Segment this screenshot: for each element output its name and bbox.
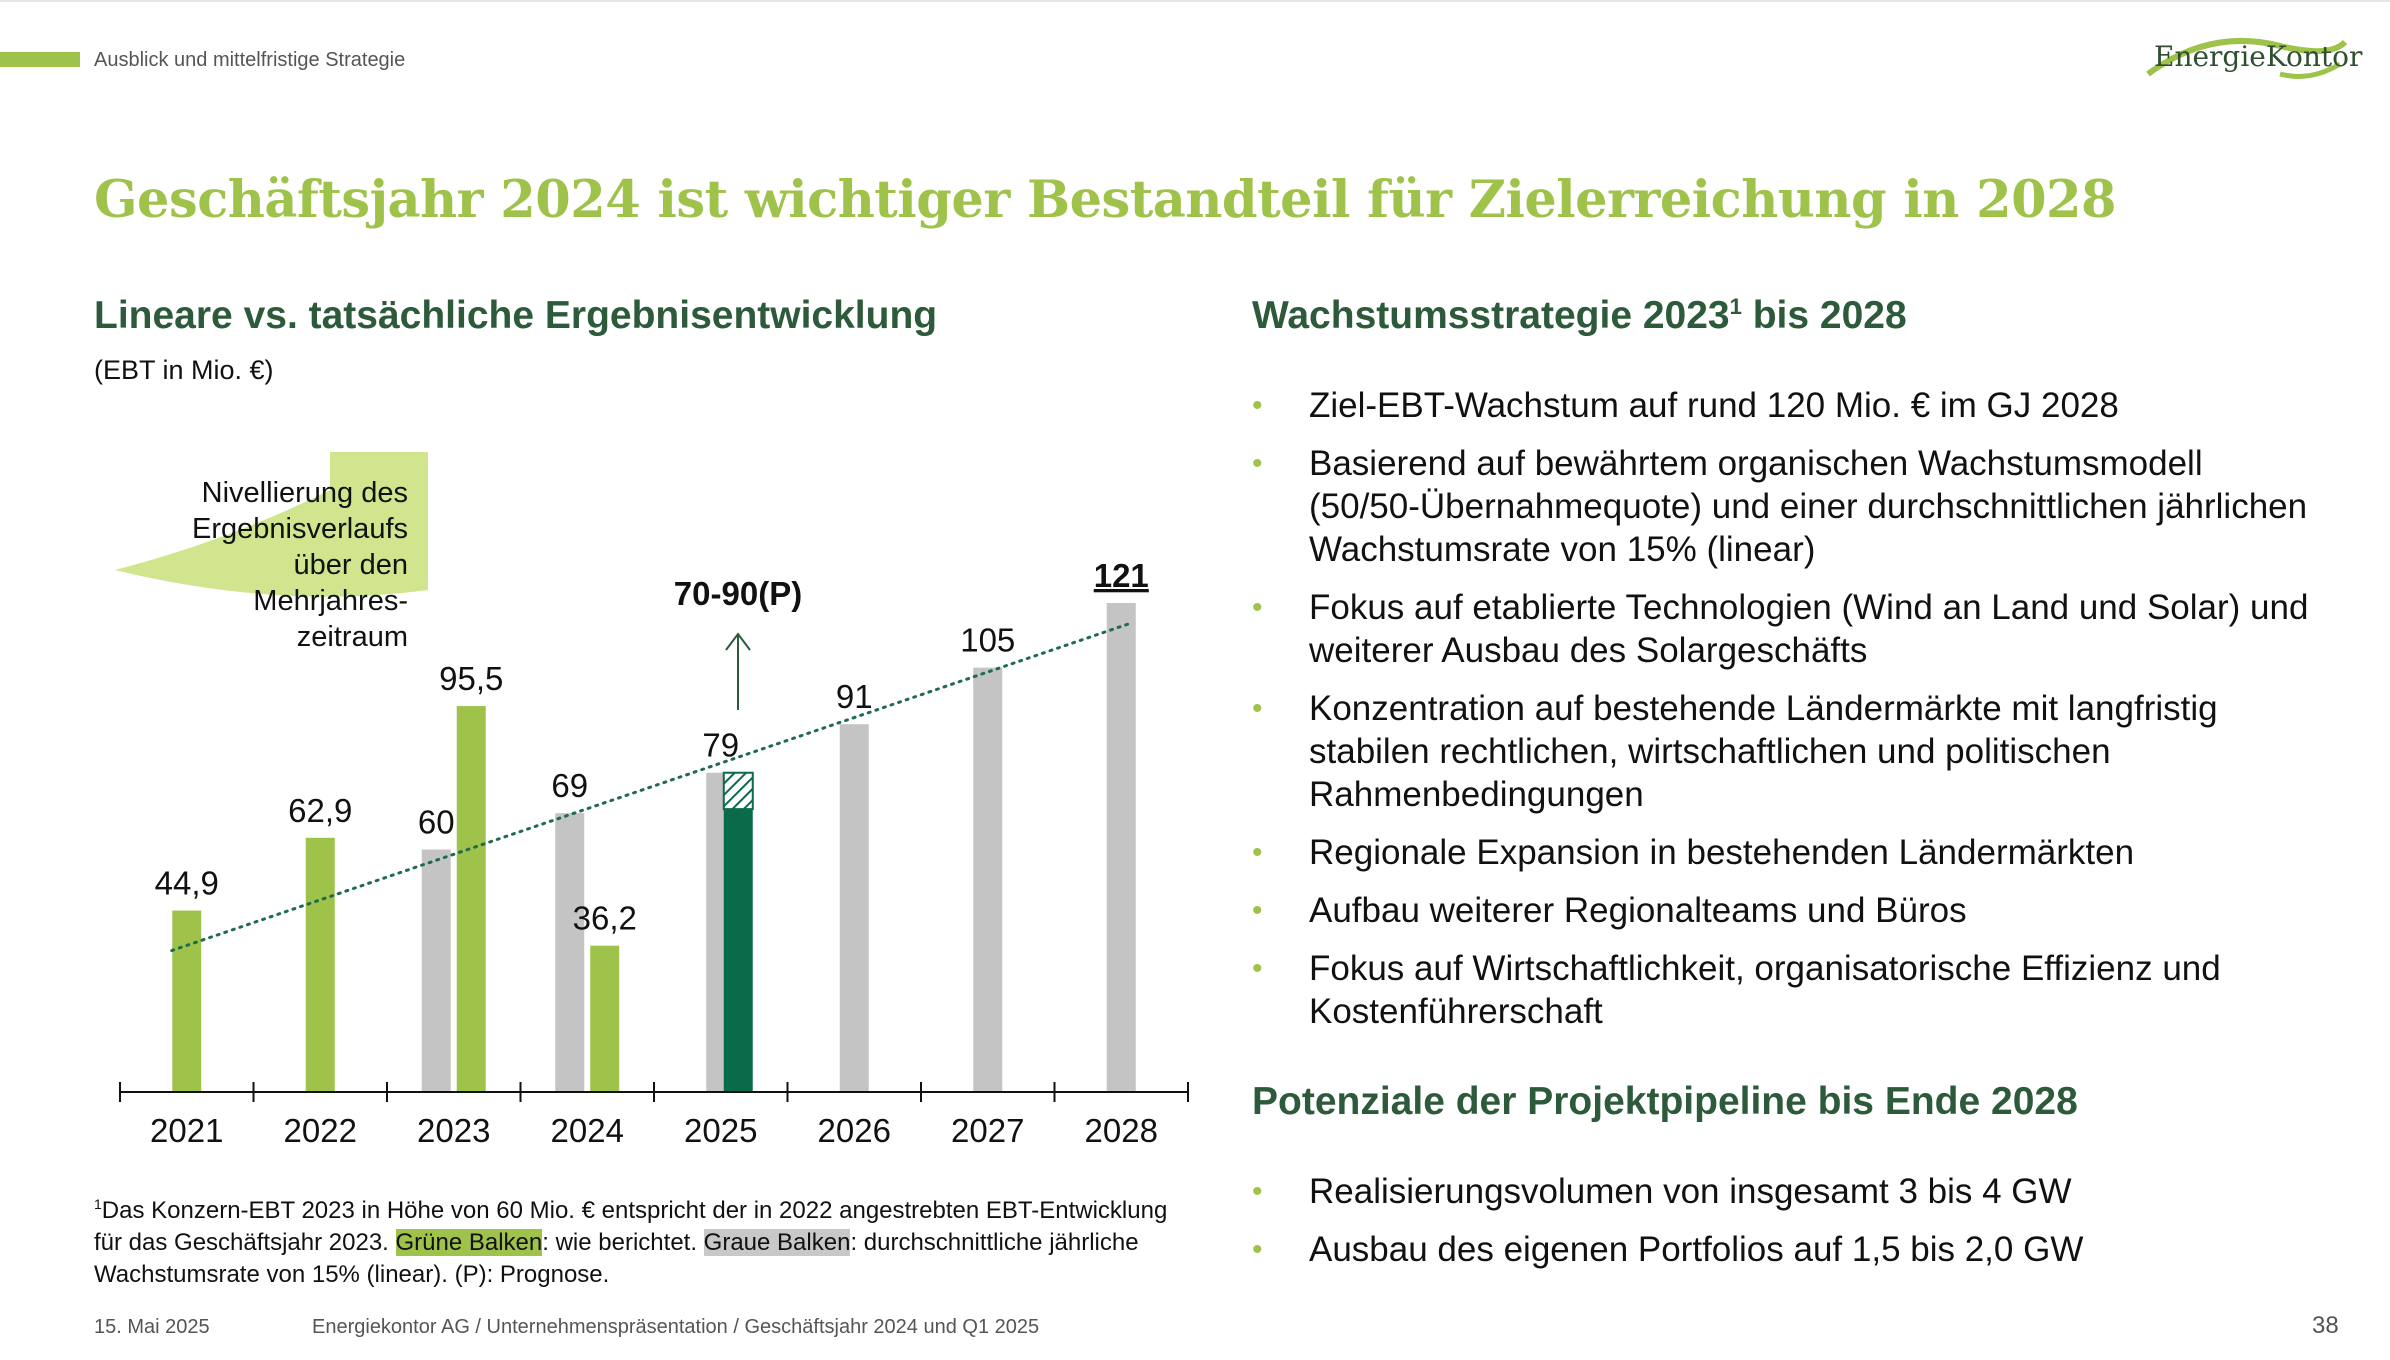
bar-label-green-2024: 36,2: [573, 900, 637, 937]
strategy-heading-footnote-marker: 1: [1729, 294, 1742, 319]
bullet-text: Basierend auf bewährtem organischen Wach…: [1309, 444, 2308, 569]
bullet-icon: •: [1252, 1233, 1263, 1266]
bar-green-2023: [456, 706, 486, 1092]
bar-label-grey-2025: 79: [702, 727, 739, 764]
bullet-text: Fokus auf Wirtschaftlichkeit, organisato…: [1309, 949, 2221, 1031]
bullet-icon: •: [1252, 591, 1263, 624]
labels-layer: 44,9 62,9 60 95,5 69 36,2 79 91 105 121: [155, 557, 1149, 937]
annotation-line-2: Ergebnisverlaufs: [192, 513, 408, 545]
bullet-icon: •: [1252, 447, 1263, 480]
logo-text: EnergieKontor: [2154, 40, 2363, 73]
section-label: Ausblick und mittelfristige Strategie: [94, 49, 406, 71]
forecast-arrowhead-icon: [725, 632, 751, 651]
bullet-text: Regionale Expansion in bestehenden Lände…: [1309, 833, 2135, 872]
bullet-text: Konzentration auf bestehende Ländermärkt…: [1309, 689, 2218, 814]
x-tick-label-2023: 2023: [417, 1112, 490, 1149]
trend-line: [170, 621, 1133, 953]
footnote-text-3: : durchschnittliche jährliche Wachstumsr…: [94, 1229, 1139, 1288]
accent-bar: [0, 52, 80, 67]
bullet-text: Realisierungsvolumen von insgesamt 3 bis…: [1309, 1172, 2072, 1211]
strategy-heading-text: Wachstumsstrategie 2023: [1252, 294, 1730, 337]
page-number: 38: [2312, 1312, 2339, 1339]
strategy-bullet-list: • Ziel-EBT-Wachstum auf rund 120 Mio. € i…: [1252, 384, 2319, 1048]
list-item: • Aufbau weiterer Regionalteams und Büros: [1252, 889, 2319, 932]
bullet-icon: •: [1252, 952, 1263, 985]
bar-grey-2024: [555, 813, 585, 1092]
footnote-marker: 1: [94, 1196, 102, 1212]
annotation-line-1: Nivellierung des: [202, 477, 408, 509]
bullet-icon: •: [1252, 894, 1263, 927]
bar-grey-2023: [421, 849, 451, 1092]
strategy-heading: Wachstumsstrategie 20231 bis 2028: [1252, 294, 1907, 338]
pipeline-heading: Potenziale der Projektpipeline bis Ende …: [1252, 1080, 2078, 1123]
bars-layer: [172, 603, 1136, 1092]
logo-swoosh-icon: [2146, 37, 2348, 79]
bar-label-grey-2023: 60: [418, 804, 455, 841]
footer-date: 15. Mai 2025: [94, 1316, 210, 1338]
x-tick-label-2021: 2021: [150, 1112, 223, 1149]
bar-forecast-2025: [723, 809, 753, 1092]
x-tick-label-2022: 2022: [284, 1112, 357, 1149]
x-tick-label-2024: 2024: [551, 1112, 624, 1149]
ebt-bar-chart: Nivellierung des Ergebnisverlaufs über d…: [115, 452, 1189, 1149]
x-axis: 2021 2022 2023 2024 2025 2026 2027 2028: [119, 1082, 1189, 1149]
list-item: • Ausbau des eigenen Portfolios auf 1,5 b…: [1252, 1228, 2319, 1271]
bar-grey-2026: [839, 724, 869, 1092]
list-item: • Konzentration auf bestehende Ländermärk…: [1252, 687, 2319, 816]
bullet-text: Aufbau weiterer Regionalteams und Büros: [1309, 891, 1967, 930]
bar-label-green-2021: 44,9: [155, 865, 219, 902]
footnote-text-1: Das Konzern-EBT 2023 in Höhe von 60 Mio.…: [94, 1197, 1168, 1256]
footnote-green-label: Grüne Balken: [395, 1229, 543, 1256]
company-logo: EnergieKontor: [2140, 28, 2362, 88]
chart-heading: Lineare vs. tatsächliche Ergebnisentwick…: [94, 294, 938, 337]
bar-green-2021: [172, 910, 202, 1092]
list-item: • Fokus auf Wirtschaftlichkeit, organisat…: [1252, 947, 2319, 1033]
bar-label-grey-2028: 121: [1094, 557, 1149, 594]
annotation-line-5: zeitraum: [297, 621, 408, 653]
bar-label-grey-2027: 105: [960, 622, 1015, 659]
list-item: • Basierend auf bewährtem organischen Wac…: [1252, 442, 2319, 571]
bar-green-2022: [305, 837, 335, 1092]
list-item: • Ziel-EBT-Wachstum auf rund 120 Mio. € i…: [1252, 384, 2319, 427]
footnote-grey-label: Graue Balken: [703, 1229, 851, 1256]
bullet-text: Fokus auf etablierte Technologien (Wind …: [1309, 588, 2309, 670]
leveling-arrow-icon: [115, 452, 428, 597]
x-tick-label-2025: 2025: [684, 1112, 757, 1149]
bar-label-grey-2026: 91: [836, 678, 873, 715]
bullet-text: Ziel-EBT-Wachstum auf rund 120 Mio. € im…: [1309, 386, 2119, 425]
bar-grey-2027: [973, 667, 1003, 1092]
bar-label-grey-2024: 69: [551, 767, 588, 804]
x-tick-label-2027: 2027: [951, 1112, 1024, 1149]
bar-label-green-2022: 62,9: [288, 792, 352, 829]
bullet-icon: •: [1252, 1175, 1263, 1208]
bar-forecast-range-2025: [722, 771, 754, 811]
footnote: 1Das Konzern-EBT 2023 in Höhe von 60 Mio…: [94, 1188, 1194, 1291]
bullet-icon: •: [1252, 692, 1263, 725]
x-tick-label-2026: 2026: [818, 1112, 891, 1149]
top-rule: [0, 0, 2390, 2]
bullet-icon: •: [1252, 836, 1263, 869]
list-item: • Regionale Expansion in bestehenden Länd…: [1252, 831, 2319, 874]
strategy-heading-tail: bis 2028: [1741, 294, 1907, 337]
footnote-text-2: : wie berichtet.: [542, 1229, 704, 1256]
bar-label-green-2023: 95,5: [439, 660, 503, 697]
pipeline-bullet-list: • Realisierungsvolumen von insgesamt 3 bi…: [1252, 1170, 2319, 1286]
annotation-line-4: Mehrjahres-: [253, 585, 408, 617]
bar-grey-2028: [1106, 603, 1136, 1092]
list-item: • Fokus auf etablierte Technologien (Wind…: [1252, 586, 2319, 672]
bullet-text: Ausbau des eigenen Portfolios auf 1,5 bi…: [1309, 1230, 2084, 1269]
x-tick-label-2028: 2028: [1085, 1112, 1158, 1149]
footer-company: Energiekontor AG / Unternehmenspräsentat…: [312, 1316, 1040, 1338]
annotation-line-3: über den: [294, 549, 409, 581]
page-title: Geschäftsjahr 2024 ist wichtiger Bestand…: [94, 170, 2117, 230]
chart-unit-label: (EBT in Mio. €): [94, 355, 274, 385]
bar-green-2024: [590, 945, 620, 1092]
list-item: • Realisierungsvolumen von insgesamt 3 bi…: [1252, 1170, 2319, 1213]
forecast-label: 70-90(P): [674, 575, 802, 612]
bullet-icon: •: [1252, 389, 1263, 422]
